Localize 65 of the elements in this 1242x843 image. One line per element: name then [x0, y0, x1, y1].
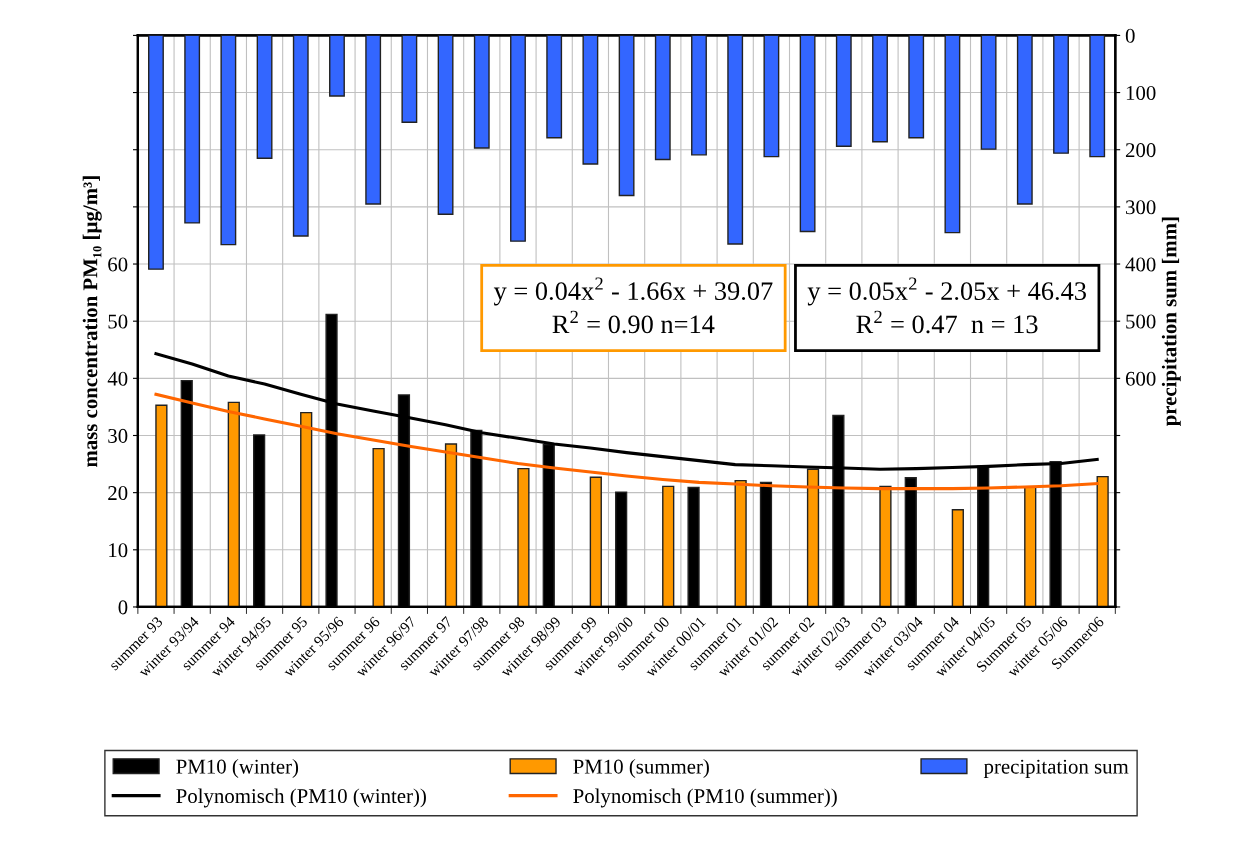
bar	[365, 35, 382, 205]
bar	[618, 35, 635, 197]
bar	[835, 35, 852, 147]
legend-label: Polynomisch (PM10 (summer))	[573, 788, 837, 808]
bar	[1016, 35, 1033, 205]
bar	[473, 35, 490, 149]
bar	[1089, 35, 1106, 158]
bar	[806, 468, 820, 607]
y2-tick-label: 400	[1125, 257, 1156, 272]
y-axis-title: mass concentration PM₁₀ [µg/m³]	[82, 176, 102, 468]
y2-tick-label: 300	[1126, 200, 1156, 215]
bar	[908, 35, 925, 139]
bar	[401, 35, 418, 123]
bar	[1053, 35, 1069, 154]
bar	[654, 35, 671, 161]
y-tick-label: 0	[118, 600, 128, 615]
bar	[944, 35, 961, 234]
bar	[510, 35, 526, 242]
legend-label: Polynomisch (PM10 (winter))	[176, 788, 426, 808]
bar	[148, 35, 164, 270]
bar	[980, 35, 997, 150]
bar	[372, 447, 385, 607]
bar	[184, 35, 201, 224]
bar	[292, 35, 309, 237]
bar	[734, 479, 747, 607]
bar	[589, 476, 602, 607]
y2-tick-label: 500	[1126, 314, 1156, 329]
bar	[155, 404, 168, 607]
bar	[799, 35, 816, 233]
bar	[727, 35, 744, 245]
bar	[220, 35, 237, 246]
text: y = 0.05x$^{2}$ - 2.05x + 46.43 R$^{2}$ = 0.47 n = 13	[807, 277, 1086, 334]
y-tick-label: 30	[108, 428, 128, 443]
y2-tick-label: 600	[1125, 371, 1156, 386]
bar	[546, 35, 563, 139]
bar	[227, 401, 240, 607]
bar	[256, 35, 273, 159]
y2-tick-label: 0	[1125, 28, 1135, 43]
y-tick-label: 50	[108, 314, 128, 329]
bar	[951, 509, 964, 607]
bar	[329, 35, 345, 97]
bar	[1096, 475, 1109, 607]
bar	[517, 467, 530, 607]
y-tick-label: 20	[108, 486, 128, 501]
y2-tick-label: 200	[1125, 143, 1156, 158]
bar	[879, 485, 892, 607]
bar	[691, 35, 707, 156]
text: y = 0.04x$^{2}$ - 1.66x + 39.07 R$^{2}$ = 0.90 n=14	[493, 277, 773, 334]
bar	[437, 35, 454, 215]
y-tick-label: 40	[107, 371, 128, 386]
line-series	[154, 392, 1099, 491]
bar	[662, 485, 675, 607]
y2-tick-label: 100	[1126, 85, 1156, 100]
bar	[1024, 486, 1037, 607]
bar	[763, 35, 780, 158]
bar	[872, 35, 888, 143]
legend-label: PM10 (summer)	[573, 759, 709, 778]
bar	[300, 411, 313, 607]
y-tick-label: 60	[108, 257, 128, 272]
legend-label: PM10 (winter)	[176, 759, 299, 778]
bar	[582, 35, 599, 165]
y-tick-label: 10	[109, 543, 128, 558]
legend-label: precipitation sum	[983, 759, 1129, 778]
y2-axis-title: precipitation sum [mm]	[1161, 217, 1181, 427]
bar	[444, 443, 458, 607]
